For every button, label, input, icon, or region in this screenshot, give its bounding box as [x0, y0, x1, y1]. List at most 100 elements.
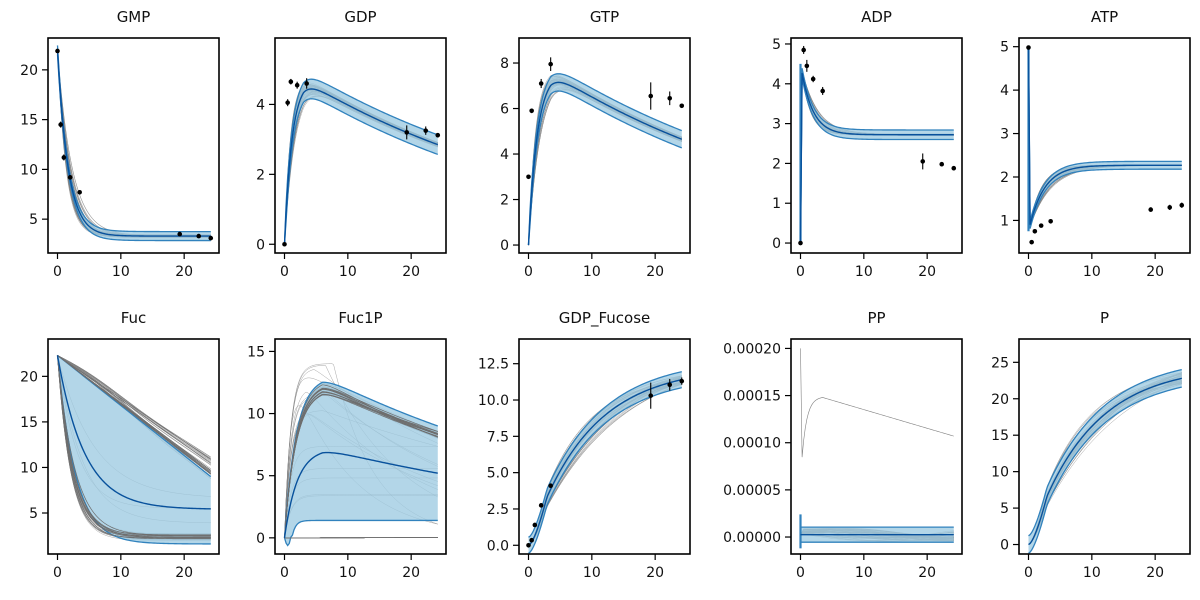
x-tick-label: 10 [339, 565, 357, 581]
median-line [56, 49, 211, 237]
y-tick-label: 0.00020 [723, 341, 781, 357]
trajectory-line [1028, 46, 1182, 227]
data-point [529, 537, 534, 543]
trajectory-line [1028, 46, 1182, 224]
panel-title: P [1100, 309, 1109, 327]
plot-area [526, 57, 685, 246]
trajectory-line [1028, 373, 1182, 545]
y-tick-label: 0 [1000, 538, 1009, 554]
data-point [1038, 223, 1044, 228]
x-tick-label: 10 [112, 264, 130, 280]
trajectory-line [1028, 46, 1182, 226]
panel-title: Fuc [121, 309, 147, 327]
x-tick-label: 0 [1024, 264, 1033, 280]
x-tick-label: 20 [1146, 565, 1164, 581]
trajectory-line [800, 73, 954, 244]
panel-title: ATP [1091, 8, 1118, 26]
trajectory-line [1028, 46, 1182, 226]
axes-frame [790, 338, 963, 555]
trajectory-line [528, 377, 682, 546]
trajectory-line [800, 73, 954, 244]
data-point [61, 155, 67, 160]
data-point [1032, 228, 1038, 234]
band-upper-edge [527, 73, 683, 246]
band-lower-edge [56, 355, 211, 545]
x-tick-label: 10 [1083, 565, 1101, 581]
data-point [820, 88, 825, 94]
trajectory-line [800, 73, 954, 244]
trajectory-line [57, 355, 211, 536]
band-upper-edge [799, 68, 954, 244]
y-tick-label: 2 [772, 156, 781, 172]
y-tick-label: 4 [256, 97, 265, 113]
trajectory-line [800, 75, 954, 244]
trajectory-line [1028, 378, 1182, 545]
y-tick-label: 5 [1000, 40, 1009, 56]
y-tick-label: 2 [256, 167, 265, 183]
trajectory-line [1028, 46, 1182, 225]
x-tick-label: 20 [175, 264, 193, 280]
data-point [939, 161, 945, 167]
panel-adp: 0 10 20 0 1 2 3 4 5 ADP [772, 8, 963, 280]
axes-frame [47, 37, 220, 254]
axes-frame [47, 338, 220, 555]
plot-area [526, 371, 685, 554]
band-lower-edge [799, 77, 954, 244]
trajectory-line [528, 378, 682, 546]
y-tick-label: 0 [772, 236, 781, 252]
trajectory-line [528, 380, 682, 546]
data-point [282, 241, 287, 247]
data-point [435, 132, 441, 138]
axes-frame [1018, 338, 1191, 555]
trajectory-line [528, 381, 682, 546]
trajectory-line [800, 70, 954, 244]
trajectory-line [1028, 372, 1182, 545]
data-point [667, 95, 673, 101]
trajectory-line [1028, 373, 1182, 545]
trajectory-line [528, 380, 682, 546]
confidence-band [57, 45, 211, 241]
panel-fuc1p: 0 10 20 0 5 10 15 Fuc1P [247, 309, 447, 581]
trajectory-line [528, 376, 682, 546]
y-tick-label: 15 [247, 344, 265, 360]
data-point [196, 233, 202, 239]
x-tick-label: 10 [112, 565, 130, 581]
y-tick-label: 4 [500, 147, 509, 163]
trajectory-line [1028, 46, 1182, 226]
data-point [1148, 207, 1154, 212]
panel-title: Fuc1P [338, 309, 382, 327]
trajectory-line [800, 70, 954, 244]
trajectories [1028, 46, 1182, 227]
data-point [798, 240, 803, 246]
trajectory-line [1028, 46, 1182, 224]
trajectory-line [1028, 46, 1182, 226]
trajectory-line [1028, 374, 1182, 545]
data-point [1179, 202, 1185, 208]
trajectory-line [528, 379, 682, 546]
data-point [1167, 205, 1173, 210]
band-upper-edge [1028, 368, 1182, 537]
trajectory-line [800, 74, 954, 244]
trajectory-line [57, 355, 211, 540]
trajectory-line [1028, 372, 1182, 545]
median-line [527, 81, 683, 246]
trajectory-line [528, 380, 682, 546]
trajectory-line [284, 394, 438, 538]
panel-gdp-fucose: 0 10 20 0.0 2.5 5.0 7.5 10.0 12.5 GDP_Fucose [478, 309, 691, 581]
y-tick-label: 15 [20, 113, 38, 129]
data-point [920, 159, 926, 164]
x-tick-label: 0 [53, 565, 62, 581]
y-tick-label: 0 [256, 237, 265, 253]
trajectory-line [1028, 46, 1182, 227]
data-point [548, 61, 553, 67]
data-point [679, 103, 685, 109]
trajectory-line [800, 72, 954, 244]
trajectory-line [1028, 372, 1182, 545]
confidence-band [800, 68, 954, 244]
trajectory-line [528, 377, 682, 546]
trajectory-line [528, 378, 682, 546]
trajectory-line [800, 71, 954, 244]
y-tick-label: 2 [500, 193, 509, 209]
panel-pp: 0 10 20 0.00000 0.00005 0.00010 0.00015 0.00020… [723, 309, 963, 581]
x-tick-label: 20 [646, 565, 664, 581]
